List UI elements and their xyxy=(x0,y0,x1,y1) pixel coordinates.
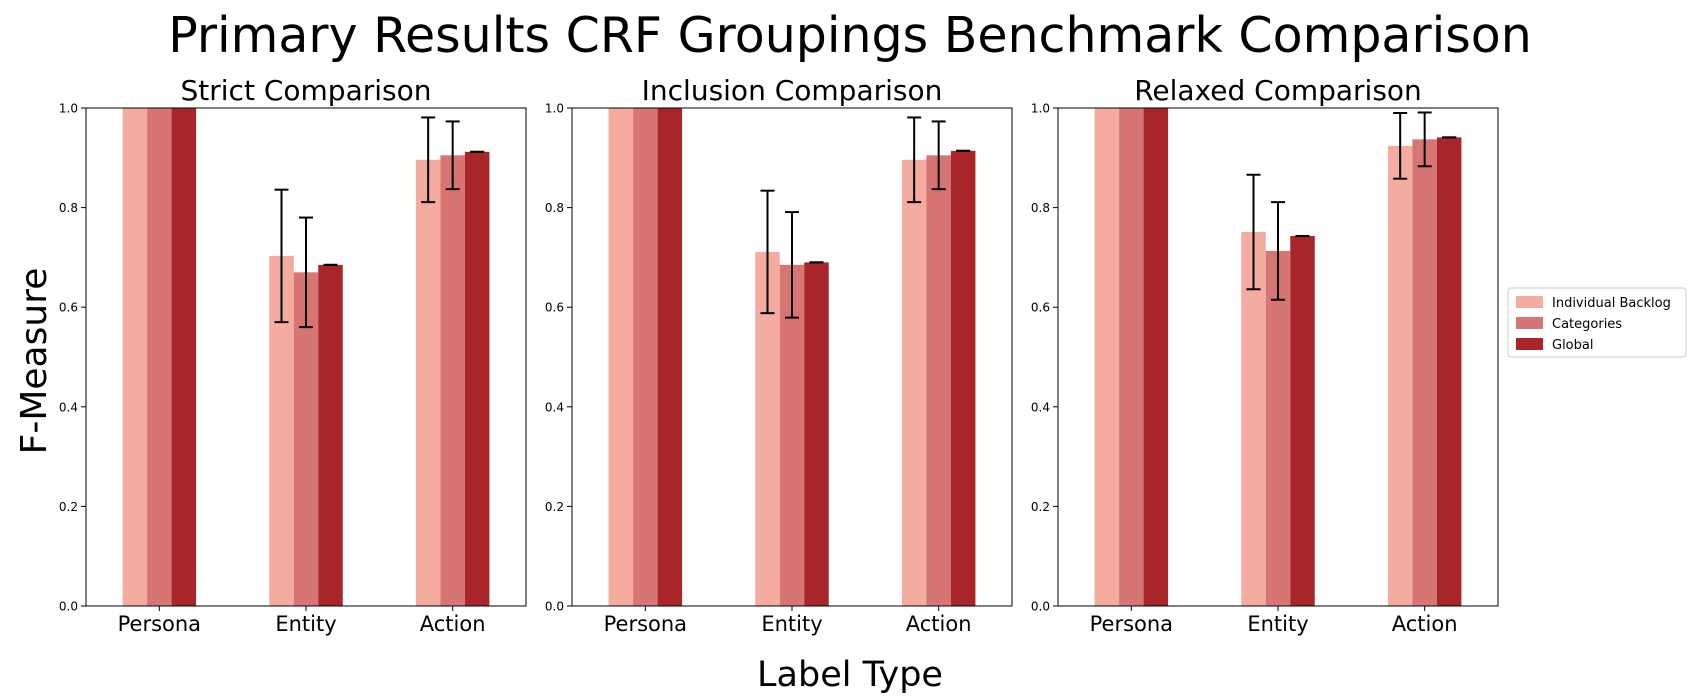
legend-entry: Global xyxy=(1516,338,1593,353)
legend-label: Categories xyxy=(1552,317,1622,332)
panel-title: Strict Comparison xyxy=(181,74,432,107)
bar-persona-2 xyxy=(147,108,172,606)
error-bar-entity-2 xyxy=(1271,201,1285,301)
x-tick-label: Persona xyxy=(118,612,201,636)
bar-action-1 xyxy=(1387,145,1413,606)
error-bar-action-1 xyxy=(1393,111,1408,180)
y-tick-label: 0.6 xyxy=(545,301,564,315)
bar-action-2 xyxy=(440,155,465,606)
x-tick-label: Entity xyxy=(761,612,822,636)
error-bar-entity-2 xyxy=(299,216,313,329)
bar-action-1 xyxy=(415,159,441,607)
y-tick-label: 1.0 xyxy=(59,102,78,116)
bar-entity-3 xyxy=(1290,235,1315,606)
bar-action-3 xyxy=(464,151,490,606)
x-tick-label: Action xyxy=(906,612,972,636)
bar-entity-3 xyxy=(804,262,829,606)
y-tick-label: 0.2 xyxy=(59,500,78,514)
panel-3: 0.0 0.2 0.4 0.6 0.8 1.0 Persona Entity Action Rel… xyxy=(1031,74,1499,636)
bar-persona-1 xyxy=(122,108,148,606)
error-bar-entity-2 xyxy=(785,211,799,319)
y-tick-label: 0.2 xyxy=(545,500,564,514)
error-bar-entity-1 xyxy=(760,189,775,315)
legend-entry: Categories xyxy=(1516,317,1622,332)
y-tick-label: 0.2 xyxy=(1031,500,1050,514)
bar-persona-1 xyxy=(608,108,634,606)
bar-persona-1 xyxy=(1094,108,1120,606)
bar-persona-3 xyxy=(1143,108,1169,606)
error-bar-action-1 xyxy=(421,116,436,204)
panel-title: Relaxed Comparison xyxy=(1134,74,1422,107)
legend-swatch xyxy=(1516,296,1543,308)
y-tick-label: 0.4 xyxy=(1031,400,1050,414)
error-bar-action-2 xyxy=(1417,111,1432,168)
error-bar-action-2 xyxy=(445,120,460,191)
bar-entity-3 xyxy=(318,264,343,606)
y-tick-label: 0.8 xyxy=(545,201,564,215)
error-bar-action-1 xyxy=(907,116,922,204)
y-tick-label: 0.8 xyxy=(59,201,78,215)
y-tick-label: 0.4 xyxy=(545,400,564,414)
legend-swatch xyxy=(1516,338,1543,350)
bar-action-3 xyxy=(1436,137,1462,606)
bar-action-3 xyxy=(950,150,976,606)
panel-2: 0.0 0.2 0.4 0.6 0.8 1.0 Persona Entity Action Inc… xyxy=(545,74,1013,636)
y-tick-label: 0.0 xyxy=(545,600,564,614)
error-bar-entity-1 xyxy=(1246,173,1261,291)
legend: Individual Backlog Categories Global xyxy=(1507,287,1687,358)
panel-1: 0.0 0.2 0.4 0.6 0.8 1.0 Persona Entity Action Str… xyxy=(59,74,527,636)
panel-title: Inclusion Comparison xyxy=(642,74,943,107)
legend-label: Global xyxy=(1552,338,1593,353)
legend-label: Individual Backlog xyxy=(1552,296,1671,311)
bar-action-1 xyxy=(901,159,927,607)
x-tick-label: Persona xyxy=(1090,612,1173,636)
x-tick-label: Action xyxy=(420,612,486,636)
bar-action-2 xyxy=(926,155,951,606)
y-tick-label: 0.6 xyxy=(59,301,78,315)
bar-persona-3 xyxy=(171,108,197,606)
bar-entity-2 xyxy=(1265,250,1291,606)
panels: 0.0 0.2 0.4 0.6 0.8 1.0 Persona Entity Action Str… xyxy=(59,74,1499,636)
bar-entity-2 xyxy=(779,264,805,606)
y-tick-label: 0.4 xyxy=(59,400,78,414)
bar-persona-2 xyxy=(633,108,658,606)
error-bar-action-2 xyxy=(931,120,946,191)
x-tick-label: Persona xyxy=(604,612,687,636)
legend-swatch xyxy=(1516,317,1543,329)
figure-suptitle: Primary Results CRF Groupings Benchmark … xyxy=(168,7,1532,64)
y-tick-label: 0.6 xyxy=(1031,301,1050,315)
error-bar-entity-1 xyxy=(274,188,289,324)
y-tick-label: 0.0 xyxy=(59,600,78,614)
x-tick-label: Entity xyxy=(275,612,336,636)
y-tick-label: 1.0 xyxy=(1031,102,1050,116)
y-tick-label: 0.8 xyxy=(1031,201,1050,215)
x-tick-label: Entity xyxy=(1247,612,1308,636)
y-axis-label: F-Measure xyxy=(14,268,55,455)
x-axis-label: Label Type xyxy=(757,655,943,695)
legend-entry: Individual Backlog xyxy=(1516,296,1671,311)
bar-action-2 xyxy=(1412,139,1437,606)
y-tick-label: 0.0 xyxy=(1031,600,1050,614)
x-tick-label: Action xyxy=(1392,612,1458,636)
bar-entity-1 xyxy=(1241,232,1266,606)
bar-persona-2 xyxy=(1119,108,1144,606)
y-tick-label: 1.0 xyxy=(545,102,564,116)
bar-persona-3 xyxy=(657,108,683,606)
legend-box xyxy=(1507,287,1687,358)
